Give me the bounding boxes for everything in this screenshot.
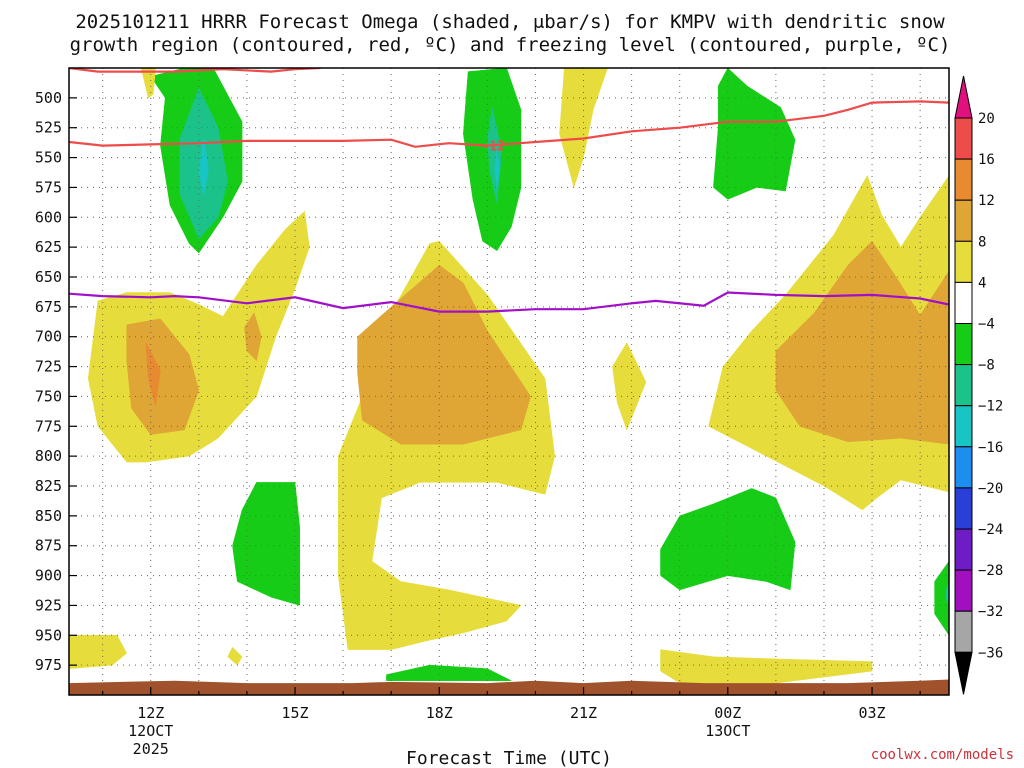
colorbar-bin-12: [954, 569, 973, 612]
colorbar-bin-9: [954, 446, 973, 489]
colorbar-label-7: −12: [978, 399, 1003, 415]
terrain-surface: [69, 679, 949, 695]
terrain-layer: [69, 679, 949, 695]
colorbar-bin-2: [954, 158, 973, 201]
colorbar-bin-13: [954, 610, 973, 653]
y-tick-label-650: 650: [35, 268, 62, 286]
y-tick-label-875: 875: [35, 537, 62, 555]
chart-title-line-2: growth region (contoured, red, ºC) and f…: [70, 34, 951, 56]
y-tick-label-950: 950: [35, 626, 62, 644]
colorbar-bin-8: [954, 405, 973, 448]
colorbar-label-11: −28: [978, 563, 1003, 579]
colorbar-label-3: 8: [978, 234, 986, 250]
colorbar-label-12: −32: [978, 604, 1003, 620]
omega-region-cyan-core-19z: [494, 149, 500, 188]
omega-region-yellow-surface-12z: [69, 635, 128, 669]
omega-region-yellow-wisp-12z: [140, 68, 156, 99]
y-tick-label-550: 550: [35, 149, 62, 167]
colorbar-bin-10: [954, 487, 973, 530]
omega-region-orange-lobe-left: [126, 318, 200, 435]
x-date-label-13OCT: 13OCT: [705, 722, 750, 740]
omega-shading: [69, 68, 949, 684]
chart-title-line-1: 2025101211 HRRR Forecast Omega (shaded, …: [75, 11, 945, 33]
colorbar-label-5: −4: [978, 317, 995, 333]
gridlines: [69, 68, 949, 695]
credit-link[interactable]: coolwx.com/models: [871, 747, 1014, 763]
x-date-label-12OCT: 12OCT: [128, 722, 173, 740]
colorbar-bottom-arrow: [954, 651, 973, 695]
y-tick-label-925: 925: [35, 596, 62, 614]
colorbar: 20 16 12 8 4 −4 −8 −12 −16 −20 −24 −28 −32 −36: [954, 75, 1003, 695]
contour-dgz-bottom-minus-12: [69, 100, 949, 148]
y-tick-label-500: 500: [35, 89, 62, 107]
y-tick-label-725: 725: [35, 358, 62, 376]
y-tick-label-750: 750: [35, 387, 62, 405]
y-tick-label-800: 800: [35, 447, 62, 465]
omega-region-yellow-wisp-20z: [559, 68, 608, 189]
y-tick-label-600: 600: [35, 208, 62, 226]
y-tick-label-675: 675: [35, 298, 62, 316]
omega-region-orange-blob-14z: [244, 312, 262, 362]
colorbar-label-1: 16: [978, 152, 995, 168]
colorbar-top-arrow: [954, 75, 973, 119]
omega-region-green-blob-23z: [660, 488, 796, 591]
omega-region-orange-lobe-right: [775, 240, 949, 445]
omega-region-yellow-lobe-22z: [612, 342, 647, 431]
omega-region-green-blob-04z: [934, 560, 949, 636]
omega-region-green-blob-00z: [713, 68, 796, 200]
colorbar-bin-7: [954, 364, 973, 407]
omega-region-orange-cone-18z: [357, 264, 531, 445]
y-tick-label-850: 850: [35, 507, 62, 525]
x-tick-label-15Z: 15Z: [281, 704, 308, 722]
x-tick-label-18Z: 18Z: [426, 704, 453, 722]
omega-region-cyan-core-12z: [198, 136, 209, 196]
colorbar-label-10: −24: [978, 522, 1003, 538]
colorbar-label-2: 12: [978, 193, 995, 209]
y-tick-label-575: 575: [35, 178, 62, 196]
x-tick-label-03Z: 03Z: [859, 704, 886, 722]
x-tick-label-00Z: 00Z: [714, 704, 741, 722]
y-tick-label-625: 625: [35, 238, 62, 256]
y-tick-label-975: 975: [35, 656, 62, 674]
y-axis: 500 525 550 575 600 625 650 675 700 725 750 775 800 8…: [35, 89, 77, 674]
y-tick-label-825: 825: [35, 477, 62, 495]
colorbar-label-0: 20: [978, 111, 995, 127]
omega-region-green-surface-18z: [386, 664, 512, 681]
y-tick-label-900: 900: [35, 567, 62, 585]
x-tick-label-12Z: 12Z: [137, 704, 164, 722]
y-tick-label-700: 700: [35, 328, 62, 346]
colorbar-label-4: 4: [978, 275, 986, 291]
colorbar-bin-3: [954, 199, 973, 242]
contour-freezing-level-0: [69, 291, 949, 313]
contour-label-dgz-bottom-minus-12: -12: [482, 140, 505, 155]
colorbar-bin-1: [954, 117, 973, 160]
colorbar-label-13: −36: [978, 645, 1003, 661]
colorbar-bin-4: [954, 240, 973, 283]
x-axis-label: Forecast Time (UTC): [406, 748, 612, 768]
omega-region-yellow-surface-22z: [660, 649, 873, 684]
colorbar-bin-11: [954, 528, 973, 571]
y-tick-label-525: 525: [35, 119, 62, 137]
colorbar-bin-5: [954, 281, 973, 324]
colorbar-label-6: −8: [978, 358, 995, 374]
x-tick-label-21Z: 21Z: [570, 704, 597, 722]
y-tick-label-775: 775: [35, 417, 62, 435]
plot-frame: [68, 67, 950, 696]
x-year-label-2025: 2025: [133, 740, 169, 758]
colorbar-label-9: −20: [978, 481, 1003, 497]
colorbar-bin-6: [954, 323, 973, 366]
colorbar-label-8: −16: [978, 440, 1003, 456]
